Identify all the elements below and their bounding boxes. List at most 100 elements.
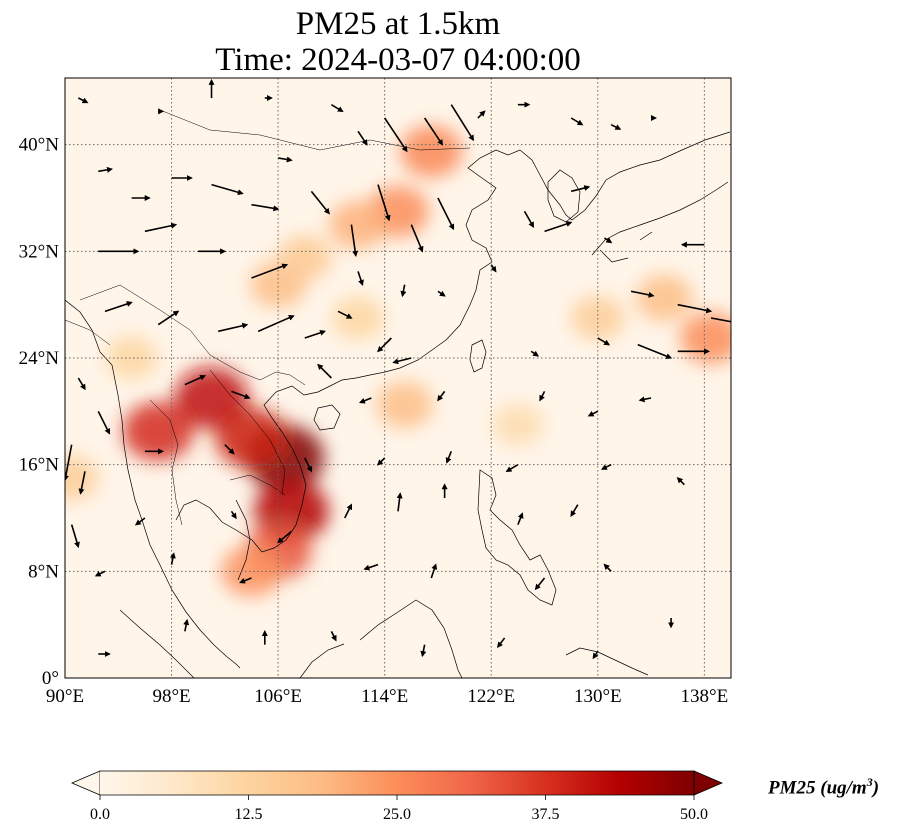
- wind-vector-arrow: [211, 183, 244, 196]
- wind-vector-arrow: [384, 117, 408, 153]
- pm25-hotspot: [105, 336, 158, 380]
- wind-vector-arrow: [251, 263, 289, 279]
- colorbar-tick-label: 25.0: [383, 806, 411, 823]
- wind-vector-arrow: [104, 301, 133, 313]
- wind-vector-arrow: [450, 104, 475, 142]
- wind-vector-arrow: [304, 329, 326, 339]
- pm25-hotspot: [400, 125, 463, 178]
- latitude-tick-label: 40°N: [19, 135, 60, 156]
- wind-vector-arrow: [251, 203, 280, 212]
- wind-vector-arrow: [224, 444, 235, 455]
- wind-vector-arrow: [490, 264, 497, 273]
- wind-vector-arrow: [544, 221, 573, 233]
- wind-vector-arrow: [377, 457, 386, 466]
- longitude-tick-label: 130°E: [574, 686, 622, 707]
- coastline-hainan: [313, 404, 341, 431]
- pm25-hotspot: [329, 200, 388, 249]
- wind-vector-arrow: [330, 630, 337, 642]
- wind-vector-arrow: [70, 524, 80, 549]
- colorbar-tick-label: 50.0: [680, 806, 708, 823]
- colorbar-tick-label: 37.5: [532, 806, 560, 823]
- wind-vector-arrow: [357, 130, 368, 146]
- wind-vector-arrow: [600, 463, 612, 470]
- wind-vector-arrow: [497, 637, 506, 648]
- wind-vector-arrow: [358, 397, 372, 404]
- pm25-hotspot: [492, 403, 544, 446]
- border-cambodia: [229, 474, 286, 496]
- wind-vector-arrow: [357, 271, 364, 286]
- wind-vector-arrow: [183, 618, 190, 632]
- wind-vector-arrow: [78, 471, 86, 495]
- wind-vector-arrow: [184, 374, 207, 386]
- coastline-borneo: [299, 599, 463, 678]
- border-china-south: [79, 284, 306, 386]
- latitude-tick-label: 32°N: [19, 241, 60, 262]
- wind-vector-arrow: [610, 123, 622, 130]
- pm25-hotspot: [636, 274, 693, 322]
- colorbar: 0.0 12.5 25.0 37.5 50.0: [70, 770, 724, 823]
- longitude-tick-label: 114°E: [361, 686, 408, 707]
- wind-vector-arrow: [570, 117, 584, 126]
- wind-vector-arrow: [98, 166, 113, 173]
- wind-vector-arrow: [350, 224, 359, 257]
- wind-vector-arrow: [277, 530, 292, 544]
- wind-vector-arrow: [65, 444, 73, 482]
- colorbar-gradient: [100, 771, 694, 795]
- wind-vector-arrow: [94, 570, 106, 577]
- wind-vector-arrow: [437, 390, 446, 402]
- coastline-asia-mainland: [65, 131, 731, 669]
- wind-vector-arrow: [277, 156, 293, 163]
- wind-vector-arrow: [310, 190, 330, 215]
- pm25-hotspot: [65, 455, 99, 501]
- wind-vector-arrow: [604, 237, 613, 244]
- wind-vector-arrow: [337, 310, 353, 319]
- wind-vector-arrow: [677, 303, 713, 314]
- wind-vector-arrow: [77, 377, 86, 391]
- pm25-hotspot: [174, 367, 249, 429]
- coastline-philippines: [477, 469, 557, 606]
- border-india: [65, 319, 111, 346]
- coastline-new-guinea: [565, 647, 649, 676]
- wind-vector-arrow: [517, 512, 524, 525]
- wind-vector-arrow: [477, 110, 486, 119]
- longitude-tick-label: 90°E: [46, 686, 84, 707]
- latitude-tick-label: 16°N: [19, 455, 60, 476]
- wind-vector-arrow: [392, 357, 412, 365]
- wind-vector-arrow: [231, 390, 251, 400]
- pm25-hotspot: [331, 296, 385, 340]
- wind-vector-arrow: [257, 314, 295, 333]
- wind-vector-arrow: [396, 492, 403, 512]
- wind-vector-arrow: [239, 577, 252, 584]
- wind-vector-arrow: [638, 396, 652, 403]
- wind-vector-arrow: [330, 103, 344, 113]
- wind-vector-arrow: [400, 284, 407, 298]
- coastline-taiwan: [469, 339, 487, 373]
- wind-vector-arrow: [437, 197, 455, 231]
- wind-vector-arrow: [630, 290, 655, 298]
- wind-vector-arrow: [423, 117, 444, 146]
- wind-vector-arrow: [530, 350, 540, 357]
- wind-vector-arrow: [430, 563, 438, 579]
- wind-vector-arrow: [505, 463, 519, 473]
- longitude-tick-label: 138°E: [681, 686, 729, 707]
- latitude-tick-labels: 0° 8°N 16°N 24°N 32°N 40°N: [19, 135, 60, 689]
- wind-vector-arrow: [710, 317, 731, 323]
- wind-vector-arrow: [97, 410, 111, 435]
- wind-vector-arrow: [597, 337, 611, 346]
- map-frame: [64, 77, 732, 679]
- colorbar-extend-min: [70, 770, 101, 796]
- wind-vector-arrow: [420, 644, 427, 658]
- wind-vector-arrow: [570, 504, 579, 517]
- colorbar-tick-label: 0.0: [90, 806, 110, 823]
- pm25-hotspot: [122, 401, 194, 461]
- pm25-hotspot: [277, 235, 333, 281]
- border-thailand-myanmar: [149, 399, 183, 526]
- wind-vector-arrow: [218, 322, 249, 333]
- wind-vector-arrow: [587, 410, 599, 417]
- map-title-time: Time: 2024-03-07 04:00:00: [215, 42, 581, 78]
- wind-vector-arrow: [603, 563, 612, 572]
- wind-vector-arrow: [230, 510, 237, 520]
- coastline-sumatra: [119, 609, 195, 678]
- pm25-hotspot: [221, 546, 282, 597]
- wind-vector-arrow: [637, 343, 673, 359]
